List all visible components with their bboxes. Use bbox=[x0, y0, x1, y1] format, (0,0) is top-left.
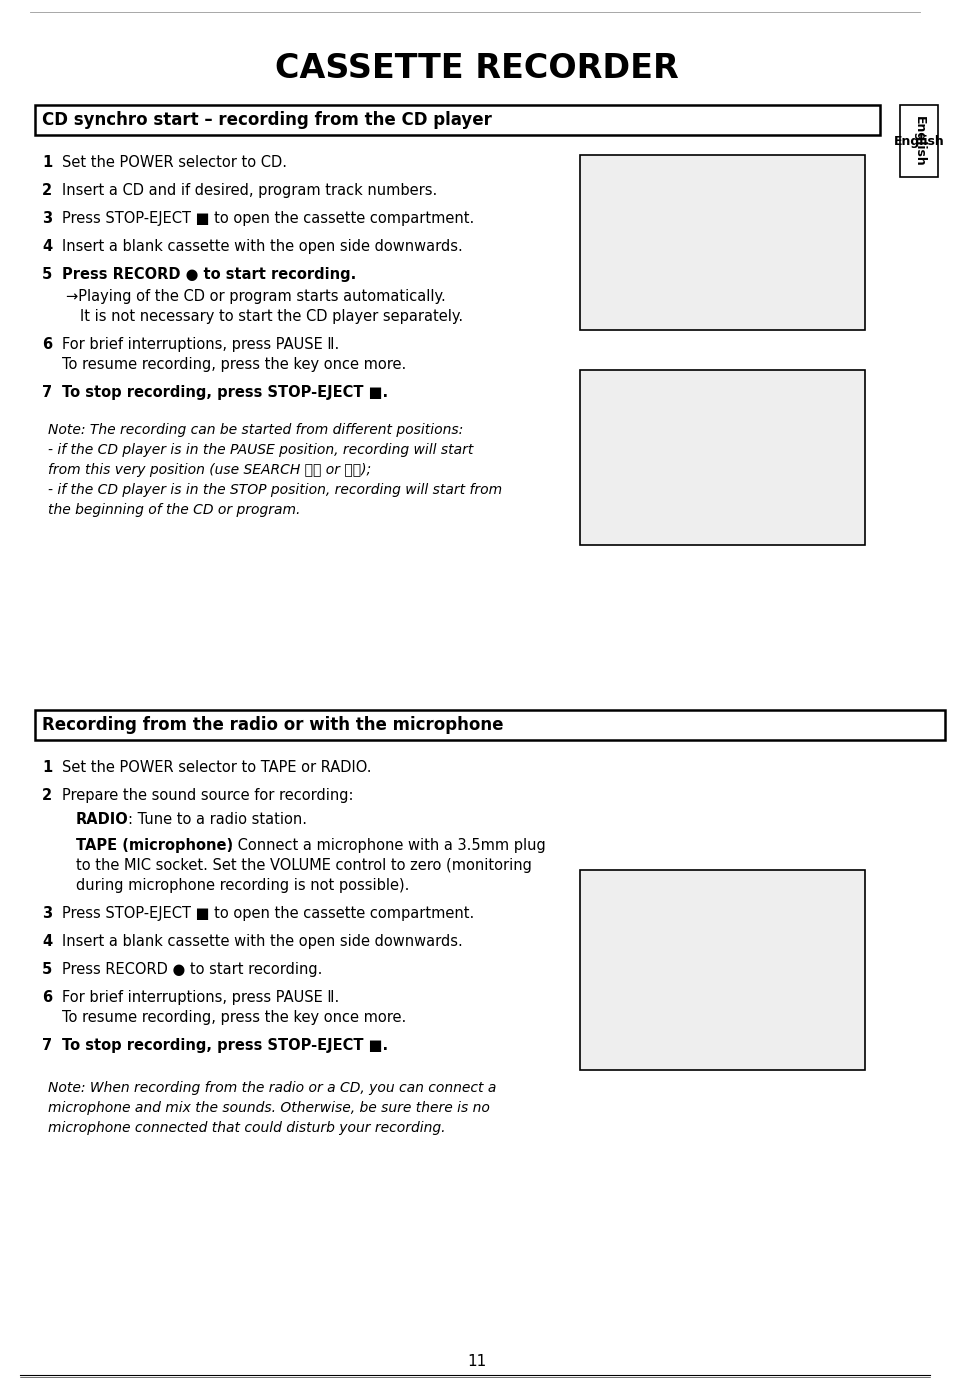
Text: English: English bbox=[911, 116, 924, 166]
Text: microphone and mix the sounds. Otherwise, be sure there is no: microphone and mix the sounds. Otherwise… bbox=[48, 1101, 489, 1115]
Text: For brief interruptions, press PAUSE Ⅱ.: For brief interruptions, press PAUSE Ⅱ. bbox=[62, 990, 339, 1005]
Text: 3: 3 bbox=[42, 212, 52, 225]
Bar bbox=[899, 105, 937, 177]
Text: Recording from the radio or with the microphone: Recording from the radio or with the mic… bbox=[42, 716, 503, 734]
Text: It is not necessary to start the CD player separately.: It is not necessary to start the CD play… bbox=[80, 308, 462, 324]
Text: 5: 5 bbox=[42, 267, 52, 282]
Text: 1: 1 bbox=[42, 761, 52, 774]
Bar bbox=[35, 105, 879, 136]
Text: from this very position (use SEARCH ⏮⏮ or ⏭⏭);: from this very position (use SEARCH ⏮⏮ o… bbox=[48, 463, 371, 477]
Text: CASSETTE RECORDER: CASSETTE RECORDER bbox=[274, 51, 679, 84]
Text: : Tune to a radio station.: : Tune to a radio station. bbox=[128, 812, 307, 827]
Text: - if the CD player is in the STOP position, recording will start from: - if the CD player is in the STOP positi… bbox=[48, 483, 501, 496]
Bar bbox=[579, 155, 864, 331]
Text: 3: 3 bbox=[42, 906, 52, 921]
Text: Note: The recording can be started from different positions:: Note: The recording can be started from … bbox=[48, 423, 463, 437]
Text: 11: 11 bbox=[467, 1354, 486, 1369]
Text: 4: 4 bbox=[42, 239, 52, 254]
Text: CD synchro start – recording from the CD player: CD synchro start – recording from the CD… bbox=[42, 111, 492, 129]
Text: To resume recording, press the key once more.: To resume recording, press the key once … bbox=[62, 1010, 406, 1025]
Text: Insert a CD and if desired, program track numbers.: Insert a CD and if desired, program trac… bbox=[62, 183, 436, 198]
Text: 7: 7 bbox=[42, 384, 52, 400]
Text: 1: 1 bbox=[42, 155, 52, 170]
Text: To stop recording, press STOP-EJECT ■.: To stop recording, press STOP-EJECT ■. bbox=[62, 1039, 388, 1052]
Text: →Playing of the CD or program starts automatically.: →Playing of the CD or program starts aut… bbox=[66, 289, 445, 304]
Text: : Connect a microphone with a 3.5mm plug: : Connect a microphone with a 3.5mm plug bbox=[228, 838, 545, 853]
Text: - if the CD player is in the PAUSE position, recording will start: - if the CD player is in the PAUSE posit… bbox=[48, 443, 473, 456]
Text: 6: 6 bbox=[42, 990, 52, 1005]
Text: Insert a blank cassette with the open side downwards.: Insert a blank cassette with the open si… bbox=[62, 934, 462, 949]
Text: 5: 5 bbox=[42, 963, 52, 976]
Text: Set the POWER selector to CD.: Set the POWER selector to CD. bbox=[62, 155, 287, 170]
Text: 6: 6 bbox=[42, 337, 52, 353]
Text: the beginning of the CD or program.: the beginning of the CD or program. bbox=[48, 503, 300, 517]
Text: For brief interruptions, press PAUSE Ⅱ.: For brief interruptions, press PAUSE Ⅱ. bbox=[62, 337, 339, 353]
Text: 2: 2 bbox=[42, 788, 52, 804]
Text: Prepare the sound source for recording:: Prepare the sound source for recording: bbox=[62, 788, 354, 804]
Text: 7: 7 bbox=[42, 1039, 52, 1052]
Text: Note: When recording from the radio or a CD, you can connect a: Note: When recording from the radio or a… bbox=[48, 1082, 496, 1095]
Text: Press STOP-EJECT ■ to open the cassette compartment.: Press STOP-EJECT ■ to open the cassette … bbox=[62, 906, 474, 921]
Text: to the MIC socket. Set the VOLUME control to zero (monitoring: to the MIC socket. Set the VOLUME contro… bbox=[76, 857, 532, 873]
Bar bbox=[579, 870, 864, 1070]
Text: 4: 4 bbox=[42, 934, 52, 949]
Text: Insert a blank cassette with the open side downwards.: Insert a blank cassette with the open si… bbox=[62, 239, 462, 254]
Text: 2: 2 bbox=[42, 183, 52, 198]
Text: Set the POWER selector to TAPE or RADIO.: Set the POWER selector to TAPE or RADIO. bbox=[62, 761, 371, 774]
Text: Press STOP-EJECT ■ to open the cassette compartment.: Press STOP-EJECT ■ to open the cassette … bbox=[62, 212, 474, 225]
Text: Press RECORD ● to start recording.: Press RECORD ● to start recording. bbox=[62, 267, 355, 282]
Bar bbox=[579, 371, 864, 545]
Text: microphone connected that could disturb your recording.: microphone connected that could disturb … bbox=[48, 1122, 445, 1135]
Text: during microphone recording is not possible).: during microphone recording is not possi… bbox=[76, 878, 409, 893]
Text: TAPE (microphone): TAPE (microphone) bbox=[76, 838, 233, 853]
Bar bbox=[35, 709, 944, 740]
Text: Press RECORD ● to start recording.: Press RECORD ● to start recording. bbox=[62, 963, 322, 976]
Text: To stop recording, press STOP-EJECT ■.: To stop recording, press STOP-EJECT ■. bbox=[62, 384, 388, 400]
Text: RADIO: RADIO bbox=[76, 812, 129, 827]
Text: English: English bbox=[893, 134, 943, 148]
Text: To resume recording, press the key once more.: To resume recording, press the key once … bbox=[62, 357, 406, 372]
